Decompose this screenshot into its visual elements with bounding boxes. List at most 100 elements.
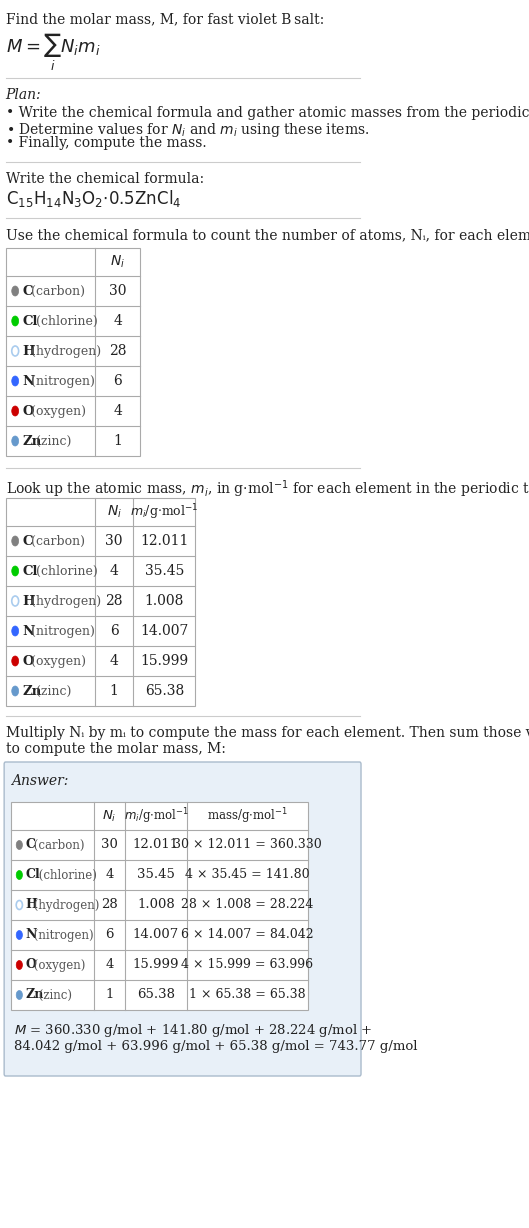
- Text: N: N: [25, 928, 37, 942]
- Text: (zinc): (zinc): [32, 684, 72, 698]
- Text: (chlorine): (chlorine): [32, 565, 98, 577]
- Text: $N_i$: $N_i$: [107, 503, 122, 521]
- Text: (nitrogen): (nitrogen): [28, 625, 95, 637]
- Circle shape: [12, 436, 19, 446]
- Text: Cl: Cl: [22, 314, 38, 328]
- Text: • Finally, compute the mass.: • Finally, compute the mass.: [5, 136, 206, 150]
- Text: Look up the atomic mass, $m_i$, in g$\cdot$mol$^{-1}$ for each element in the pe: Look up the atomic mass, $m_i$, in g$\cd…: [5, 478, 529, 500]
- Circle shape: [12, 535, 19, 546]
- Text: 84.042 g/mol + 63.996 g/mol + 65.38 g/mol = 743.77 g/mol: 84.042 g/mol + 63.996 g/mol + 65.38 g/mo…: [14, 1040, 417, 1052]
- FancyBboxPatch shape: [4, 763, 361, 1076]
- Text: mass/g$\cdot$mol$^{-1}$: mass/g$\cdot$mol$^{-1}$: [207, 807, 288, 825]
- Text: (hydrogen): (hydrogen): [28, 345, 102, 357]
- Text: Cl: Cl: [22, 565, 38, 577]
- Text: 1.008: 1.008: [137, 899, 175, 911]
- Text: H: H: [25, 899, 38, 911]
- Text: 6: 6: [113, 375, 122, 388]
- Text: 15.999: 15.999: [133, 959, 179, 971]
- Circle shape: [12, 286, 19, 296]
- Text: 15.999: 15.999: [140, 655, 188, 668]
- Text: H: H: [22, 594, 35, 608]
- Text: (chlorine): (chlorine): [32, 314, 98, 328]
- Text: 6: 6: [105, 928, 114, 942]
- Text: 28 × 1.008 = 28.224: 28 × 1.008 = 28.224: [181, 899, 314, 911]
- Circle shape: [12, 316, 19, 325]
- Circle shape: [16, 960, 22, 969]
- Text: Zn: Zn: [25, 989, 44, 1002]
- Bar: [5, 248, 140, 456]
- Text: 4: 4: [105, 959, 114, 971]
- Text: 1: 1: [113, 433, 122, 448]
- Text: (carbon): (carbon): [30, 839, 85, 851]
- Circle shape: [12, 406, 19, 416]
- Text: $m_i$/g$\cdot$mol$^{-1}$: $m_i$/g$\cdot$mol$^{-1}$: [124, 807, 188, 825]
- Text: H: H: [22, 345, 35, 357]
- Text: Zn: Zn: [22, 435, 41, 447]
- Circle shape: [12, 656, 19, 666]
- Circle shape: [16, 871, 22, 879]
- Text: (hydrogen): (hydrogen): [28, 594, 102, 608]
- Circle shape: [16, 931, 22, 939]
- Text: (oxygen): (oxygen): [28, 655, 86, 668]
- Text: 14.007: 14.007: [133, 928, 179, 942]
- Text: 4: 4: [113, 404, 122, 418]
- Text: (carbon): (carbon): [28, 534, 85, 548]
- Text: Cl: Cl: [25, 868, 40, 882]
- Text: $N_i$: $N_i$: [102, 808, 116, 824]
- Text: N: N: [22, 625, 34, 637]
- Circle shape: [12, 566, 19, 576]
- Text: (oxygen): (oxygen): [30, 959, 86, 971]
- Text: 4: 4: [110, 564, 118, 578]
- Text: 4: 4: [105, 868, 114, 882]
- Text: 28: 28: [101, 899, 118, 911]
- Text: (nitrogen): (nitrogen): [30, 928, 94, 942]
- Circle shape: [16, 991, 22, 1000]
- Text: • Write the chemical formula and gather atomic masses from the periodic table.: • Write the chemical formula and gather …: [5, 106, 529, 120]
- Text: O: O: [22, 404, 33, 418]
- Text: Multiply Nᵢ by mᵢ to compute the mass for each element. Then sum those values
to: Multiply Nᵢ by mᵢ to compute the mass fo…: [5, 726, 529, 756]
- Text: Zn: Zn: [22, 684, 41, 698]
- Text: (zinc): (zinc): [32, 435, 72, 447]
- Text: 65.38: 65.38: [144, 684, 184, 698]
- Text: C: C: [22, 534, 33, 548]
- Text: 12.011: 12.011: [133, 839, 179, 851]
- Text: (carbon): (carbon): [28, 285, 85, 297]
- Text: 28: 28: [105, 594, 123, 608]
- Bar: [5, 499, 195, 706]
- Text: O: O: [22, 655, 33, 668]
- Text: 4: 4: [113, 314, 122, 328]
- Text: O: O: [25, 959, 37, 971]
- Text: Plan:: Plan:: [5, 88, 41, 102]
- Text: 4: 4: [110, 655, 118, 668]
- Circle shape: [12, 626, 19, 636]
- Text: C: C: [22, 285, 33, 297]
- Circle shape: [12, 376, 19, 386]
- Text: 30 × 12.011 = 360.330: 30 × 12.011 = 360.330: [173, 839, 322, 851]
- Text: 30: 30: [101, 839, 118, 851]
- Text: (chlorine): (chlorine): [35, 868, 97, 882]
- Text: 30: 30: [109, 284, 126, 298]
- Text: 65.38: 65.38: [137, 989, 175, 1002]
- Text: Write the chemical formula:: Write the chemical formula:: [5, 172, 204, 185]
- Text: C: C: [25, 839, 35, 851]
- Text: 28: 28: [109, 344, 126, 359]
- Text: $M$ = 360.330 g/mol + 141.80 g/mol + 28.224 g/mol +: $M$ = 360.330 g/mol + 141.80 g/mol + 28.…: [14, 1022, 372, 1039]
- Text: 4 × 35.45 = 141.80: 4 × 35.45 = 141.80: [185, 868, 310, 882]
- Text: 6: 6: [110, 624, 118, 639]
- Circle shape: [12, 686, 19, 696]
- Text: 35.45: 35.45: [137, 868, 175, 882]
- Text: 6 × 14.007 = 84.042: 6 × 14.007 = 84.042: [181, 928, 314, 942]
- Text: 1: 1: [105, 989, 114, 1002]
- Text: • Determine values for $N_i$ and $m_i$ using these items.: • Determine values for $N_i$ and $m_i$ u…: [5, 122, 369, 139]
- Text: $m_i$/g$\cdot$mol$^{-1}$: $m_i$/g$\cdot$mol$^{-1}$: [130, 502, 198, 522]
- Text: 1.008: 1.008: [144, 594, 184, 608]
- Circle shape: [16, 840, 22, 850]
- Text: 30: 30: [105, 534, 123, 548]
- Text: 1: 1: [110, 684, 118, 698]
- Text: 1 × 65.38 = 65.38: 1 × 65.38 = 65.38: [189, 989, 306, 1002]
- Text: 35.45: 35.45: [144, 564, 184, 578]
- Bar: [11, 802, 308, 1009]
- Text: (oxygen): (oxygen): [28, 404, 86, 418]
- Text: (nitrogen): (nitrogen): [28, 375, 95, 388]
- Text: $M = \sum_i N_i m_i$: $M = \sum_i N_i m_i$: [5, 32, 100, 74]
